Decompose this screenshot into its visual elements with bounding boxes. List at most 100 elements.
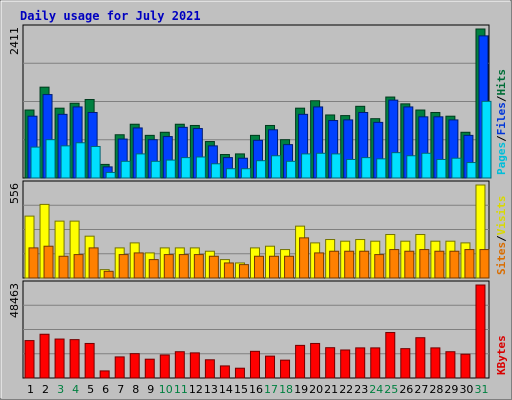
x-tick-label: 28 bbox=[429, 383, 443, 396]
bar-kbytes-day-21 bbox=[325, 347, 336, 379]
bar-kbytes-day-30 bbox=[460, 353, 471, 379]
bar-kbytes-day-13 bbox=[204, 359, 215, 379]
bar-kbytes-day-14 bbox=[219, 365, 230, 379]
bar-sites-day-19 bbox=[299, 237, 310, 279]
bar-kbytes-day-5 bbox=[84, 342, 95, 379]
x-tick-label: 9 bbox=[147, 383, 154, 396]
x-tick-label: 11 bbox=[174, 383, 188, 396]
bar-pages-day-4 bbox=[75, 142, 86, 179]
bar-sites-day-18 bbox=[284, 255, 295, 279]
bar-pages-day-20 bbox=[316, 152, 327, 179]
bar-sites-day-8 bbox=[133, 252, 144, 279]
bar-sites-day-28 bbox=[434, 250, 445, 279]
bar-pages-day-28 bbox=[436, 158, 447, 179]
x-tick-label: 19 bbox=[294, 383, 308, 396]
bar-kbytes-day-8 bbox=[129, 353, 140, 379]
x-tick-label: 14 bbox=[219, 383, 233, 396]
bar-kbytes-day-18 bbox=[280, 359, 291, 379]
x-tick-label: 30 bbox=[459, 383, 473, 396]
bar-sites-day-6 bbox=[103, 270, 114, 279]
bar-pages-day-1 bbox=[30, 146, 41, 179]
bar-kbytes-day-31 bbox=[475, 284, 486, 379]
x-tick-label: 29 bbox=[444, 383, 458, 396]
bar-kbytes-day-19 bbox=[295, 344, 306, 379]
bar-kbytes-day-27 bbox=[415, 337, 426, 379]
bar-sites-day-24 bbox=[374, 254, 385, 279]
bar-sites-day-11 bbox=[178, 254, 189, 279]
bar-pages-day-22 bbox=[346, 158, 357, 179]
bar-pages-day-31 bbox=[481, 100, 492, 179]
side-legend-item: / bbox=[495, 235, 508, 242]
x-tick-label: 2 bbox=[42, 383, 49, 396]
bar-pages-day-7 bbox=[120, 160, 131, 179]
x-tick-label: 24 bbox=[369, 383, 383, 396]
x-tick-label: 1 bbox=[27, 383, 34, 396]
bar-sites-day-17 bbox=[269, 255, 280, 279]
side-legend-visits-sites: Sites/Visits bbox=[495, 196, 508, 276]
bar-sites-day-30 bbox=[464, 249, 475, 279]
bar-sites-day-7 bbox=[118, 254, 129, 279]
bar-sites-day-13 bbox=[208, 255, 219, 279]
side-legend-item: / bbox=[495, 95, 508, 102]
side-legend-item: Files bbox=[495, 102, 508, 135]
bar-pages-day-18 bbox=[286, 160, 297, 179]
bar-pages-day-27 bbox=[421, 152, 432, 179]
bar-sites-day-20 bbox=[314, 252, 325, 279]
x-tick-label: 21 bbox=[324, 383, 338, 396]
x-tick-label: 7 bbox=[117, 383, 124, 396]
x-tick-label: 5 bbox=[87, 383, 94, 396]
bar-kbytes-day-22 bbox=[340, 349, 351, 379]
bar-sites-day-5 bbox=[88, 247, 99, 279]
x-tick-label: 17 bbox=[264, 383, 278, 396]
bar-sites-day-15 bbox=[238, 264, 249, 279]
bar-sites-day-29 bbox=[449, 250, 460, 279]
x-tick-label: 15 bbox=[234, 383, 248, 396]
x-tick-label: 8 bbox=[132, 383, 139, 396]
bar-pages-day-9 bbox=[150, 160, 161, 179]
series-kbytes bbox=[24, 284, 486, 379]
bar-kbytes-day-24 bbox=[370, 347, 381, 379]
bar-pages-day-6 bbox=[105, 171, 116, 179]
x-tick-label: 31 bbox=[474, 383, 488, 396]
bar-kbytes-day-7 bbox=[114, 356, 125, 379]
bar-sites-day-14 bbox=[223, 262, 234, 279]
bar-kbytes-day-20 bbox=[310, 342, 321, 379]
side-legend-item: KBytes bbox=[495, 335, 508, 375]
x-tick-label: 12 bbox=[189, 383, 203, 396]
bar-sites-day-10 bbox=[163, 254, 174, 279]
bar-kbytes-day-25 bbox=[385, 332, 396, 379]
bar-pages-day-8 bbox=[135, 153, 146, 179]
bar-kbytes-day-3 bbox=[54, 338, 65, 379]
series-files bbox=[27, 35, 489, 179]
side-legend-item: Sites bbox=[495, 242, 508, 275]
bar-kbytes-day-23 bbox=[355, 347, 366, 379]
x-tick-label: 23 bbox=[354, 383, 368, 396]
bar-kbytes-day-2 bbox=[39, 333, 50, 379]
bar-kbytes-day-4 bbox=[69, 339, 80, 379]
bar-sites-day-4 bbox=[73, 254, 84, 279]
bar-sites-day-9 bbox=[148, 259, 159, 279]
bar-pages-day-19 bbox=[301, 153, 312, 179]
x-tick-label: 16 bbox=[249, 383, 263, 396]
x-axis-ticks: 1 2 3 4 5 6 7 8 9 10 11 12 13 14 15 16 17 18 19 20 21 22 23 24 2… bbox=[27, 383, 488, 396]
bar-pages-day-14 bbox=[225, 168, 236, 179]
bar-sites-day-3 bbox=[58, 255, 69, 279]
bar-sites-day-23 bbox=[359, 250, 370, 279]
bar-pages-day-16 bbox=[255, 160, 266, 179]
bar-pages-day-17 bbox=[271, 155, 282, 179]
bar-sites-day-1 bbox=[28, 247, 39, 279]
side-legend-item: Pages bbox=[495, 142, 508, 175]
series-pages bbox=[30, 100, 492, 179]
bar-kbytes-day-12 bbox=[189, 352, 200, 379]
bar-pages-day-26 bbox=[406, 155, 417, 179]
panel-kbytes: 48463 KBytes bbox=[8, 280, 508, 379]
bar-kbytes-day-10 bbox=[159, 354, 170, 379]
bar-pages-day-10 bbox=[165, 159, 176, 179]
side-legend-item: Hits bbox=[495, 69, 508, 96]
x-tick-label: 6 bbox=[102, 383, 109, 396]
bar-kbytes-day-15 bbox=[234, 367, 245, 379]
side-legend-item: Visits bbox=[495, 196, 508, 236]
bar-kbytes-day-28 bbox=[430, 347, 441, 379]
